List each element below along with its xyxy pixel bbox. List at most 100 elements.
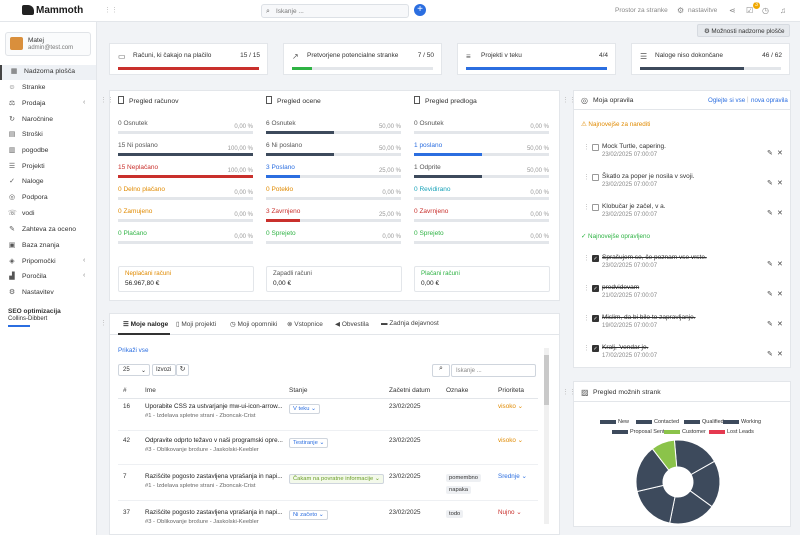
todo-text[interactable]: Sprašujem se, če poznam vse vrste. — [602, 254, 707, 261]
drag-handle-icon[interactable]: ⋮⋮ — [583, 315, 597, 322]
status-row-label[interactable]: 0 Delno plačano — [118, 186, 165, 193]
settings-link[interactable]: nastavitve — [688, 7, 718, 14]
sidebar-item-projekti[interactable]: ☰ Projekti — [0, 160, 96, 175]
drag-handle-icon[interactable]: ⋮⋮ — [583, 345, 597, 352]
close-icon[interactable]: ✕ — [777, 150, 783, 157]
column-header[interactable]: Ime — [145, 387, 156, 394]
donut-slice-customer[interactable] — [651, 439, 678, 471]
tab-moje-naloge[interactable]: ☰ Moje naloge — [123, 320, 168, 328]
tab-moji-opomniki[interactable]: ◷ Moji opomniki — [230, 320, 277, 328]
status-row-label[interactable]: 6 Osnutek — [266, 120, 296, 127]
task-name-link[interactable]: Razišćite pogosto zastavljena vprašanja … — [145, 509, 283, 516]
column-header[interactable]: # — [123, 387, 127, 394]
column-header[interactable]: Začetni datum — [389, 387, 431, 394]
task-priority-dropdown[interactable]: Srednje ⌄ — [498, 473, 527, 480]
tab-moji-projekti[interactable]: ▯ Moji projekti — [176, 320, 216, 328]
sidebar-item-baza-znanja[interactable]: ▣ Baza znanja — [0, 239, 96, 254]
sidebar-item-zahteva-za-oceno[interactable]: ✎ Zahteva za oceno — [0, 223, 96, 238]
menu-toggle-icon[interactable]: ⋮⋮ — [104, 7, 118, 14]
status-row-label[interactable]: 0 Osnutek — [118, 120, 148, 127]
sidebar-item-pripomo-ki[interactable]: ◈ Pripomočki ‹ — [0, 255, 96, 270]
status-row-label[interactable]: 3 Poslano — [266, 164, 295, 171]
todo-checkbox[interactable]: ✓ — [592, 255, 599, 262]
edit-icon[interactable]: ✎ — [767, 321, 773, 328]
todo-text[interactable]: Mislim, da bi bilo to zapravljanje. — [602, 314, 696, 321]
tab-obvestila[interactable]: ◀ Obvestila — [335, 320, 369, 328]
drag-handle-icon[interactable]: ⋮⋮ — [583, 174, 597, 181]
status-row-label[interactable]: 0 Sprejeto — [414, 230, 444, 237]
todo-text[interactable]: predvidevam — [602, 284, 640, 291]
sidebar-item-naloge[interactable]: ✓ Naloge — [0, 175, 96, 190]
task-name-link[interactable]: Razišćite pogosto zastavljena vprašanja … — [145, 473, 283, 480]
status-row-label[interactable]: 0 Zamujeno — [118, 208, 152, 215]
brand-logo[interactable]: Mammoth — [22, 5, 83, 16]
task-priority-dropdown[interactable]: visoko ⌄ — [498, 403, 523, 410]
customer-area-link[interactable]: Prostor za stranke — [615, 7, 668, 14]
sidebar-item-naro-nine[interactable]: ↻ Naročnine — [0, 113, 96, 128]
drag-handle-icon[interactable]: ⋮⋮ — [583, 285, 597, 292]
page-size-select[interactable]: 25 ⌄ — [118, 364, 150, 376]
task-priority-dropdown[interactable]: visoko ⌄ — [498, 437, 523, 444]
status-row-label[interactable]: 0 Potekło — [266, 186, 293, 193]
todo-checkbox[interactable]: ✓ — [592, 345, 599, 352]
status-row-label[interactable]: 1 poslano — [414, 142, 442, 149]
show-all-link[interactable]: Prikaži vse — [118, 347, 149, 354]
edit-icon[interactable]: ✎ — [767, 291, 773, 298]
tasks-search-input[interactable]: Iskanje ... — [451, 364, 536, 377]
column-header[interactable]: Stanje — [289, 387, 308, 394]
drag-handle-icon[interactable]: ⋮⋮ — [583, 255, 597, 262]
sidebar-item-nadzorna-plo-a[interactable]: ▦ Nadzorna plošča — [0, 65, 96, 80]
table-scrollbar-thumb[interactable] — [544, 355, 549, 405]
close-icon[interactable]: ✕ — [777, 261, 783, 268]
bell-icon[interactable]: ♫ — [780, 6, 786, 15]
close-icon[interactable]: ✕ — [777, 321, 783, 328]
edit-icon[interactable]: ✎ — [767, 150, 773, 157]
donut-slice-working[interactable] — [636, 484, 676, 524]
quick-create-button[interactable]: + — [414, 4, 426, 16]
sidebar-item-poro-ila[interactable]: ▟ Poročila ‹ — [0, 270, 96, 285]
task-status-dropdown[interactable]: Čakam na povratne informacije ⌄ — [289, 474, 384, 484]
task-status-dropdown[interactable]: Testiranje ⌄ — [289, 438, 329, 448]
edit-icon[interactable]: ✎ — [767, 180, 773, 187]
todo-text[interactable]: Klobučar je začel, v a. — [602, 203, 666, 210]
todo-checkbox[interactable] — [592, 174, 599, 181]
status-row-label[interactable]: 15 Neplačano — [118, 164, 158, 171]
table-scrollbar[interactable] — [544, 348, 549, 524]
todo-text[interactable]: Kralj, 'vendar je. — [602, 344, 649, 351]
sidebar-item-nastavitev[interactable]: ⚙ Nastavitev — [0, 286, 96, 301]
status-row-label[interactable]: 15 Ni poslano — [118, 142, 158, 149]
drag-handle-icon[interactable]: ⋮⋮ — [562, 389, 576, 396]
edit-icon[interactable]: ✎ — [767, 261, 773, 268]
reload-icon[interactable]: ↻ — [176, 364, 189, 376]
global-search-input[interactable]: ⌕ Iskanje ... — [261, 4, 409, 18]
todo-text[interactable]: Mock Turtle, capering. — [602, 143, 666, 150]
settings-icon[interactable]: ⚙ — [677, 6, 685, 15]
clock-icon[interactable]: ◷ — [762, 6, 769, 15]
column-header[interactable]: Oznake — [446, 387, 469, 394]
edit-icon[interactable]: ✎ — [767, 351, 773, 358]
drag-handle-icon[interactable]: ⋮⋮ — [583, 204, 597, 211]
tab-vstopnice[interactable]: ⊗ Vstopnice — [287, 320, 323, 328]
todo-checkbox[interactable]: ✓ — [592, 285, 599, 292]
close-icon[interactable]: ✕ — [777, 291, 783, 298]
sidebar-item-vodi[interactable]: ☏ vodi — [0, 207, 96, 222]
todo-checkbox[interactable] — [592, 144, 599, 151]
status-row-label[interactable]: 0 Osnutek — [414, 120, 444, 127]
status-row-label[interactable]: 0 Zavrnjeno — [414, 208, 448, 215]
column-header[interactable]: Prioriteta — [498, 387, 525, 394]
share-icon[interactable]: ⋖ — [729, 6, 736, 15]
drag-handle-icon[interactable]: ⋮⋮ — [100, 320, 114, 327]
sidebar-item-stranke[interactable]: ☺ Stranke — [0, 81, 96, 96]
todo-text[interactable]: Škatlo za poper je nosila v svoji. — [602, 173, 695, 180]
drag-handle-icon[interactable]: ⋮⋮ — [562, 97, 576, 104]
tasks-check-icon[interactable]: ☑ — [746, 6, 754, 15]
status-row-label[interactable]: 3 Zavrnjeno — [266, 208, 300, 215]
task-priority-dropdown[interactable]: Nujno ⌄ — [498, 509, 521, 516]
new-todo-link[interactable]: nova opravila — [751, 97, 788, 104]
edit-icon[interactable]: ✎ — [767, 210, 773, 217]
task-status-dropdown[interactable]: V teku ⌄ — [289, 404, 320, 414]
status-row-label[interactable]: 1 Odprite — [414, 164, 441, 171]
tab-zadnja-dejavnost[interactable]: ▬ Zadnja dejavnost — [381, 320, 439, 327]
sidebar-item-stro-ki[interactable]: ▤ Stroški — [0, 128, 96, 143]
status-row-label[interactable]: 0 Revidirano — [414, 186, 451, 193]
